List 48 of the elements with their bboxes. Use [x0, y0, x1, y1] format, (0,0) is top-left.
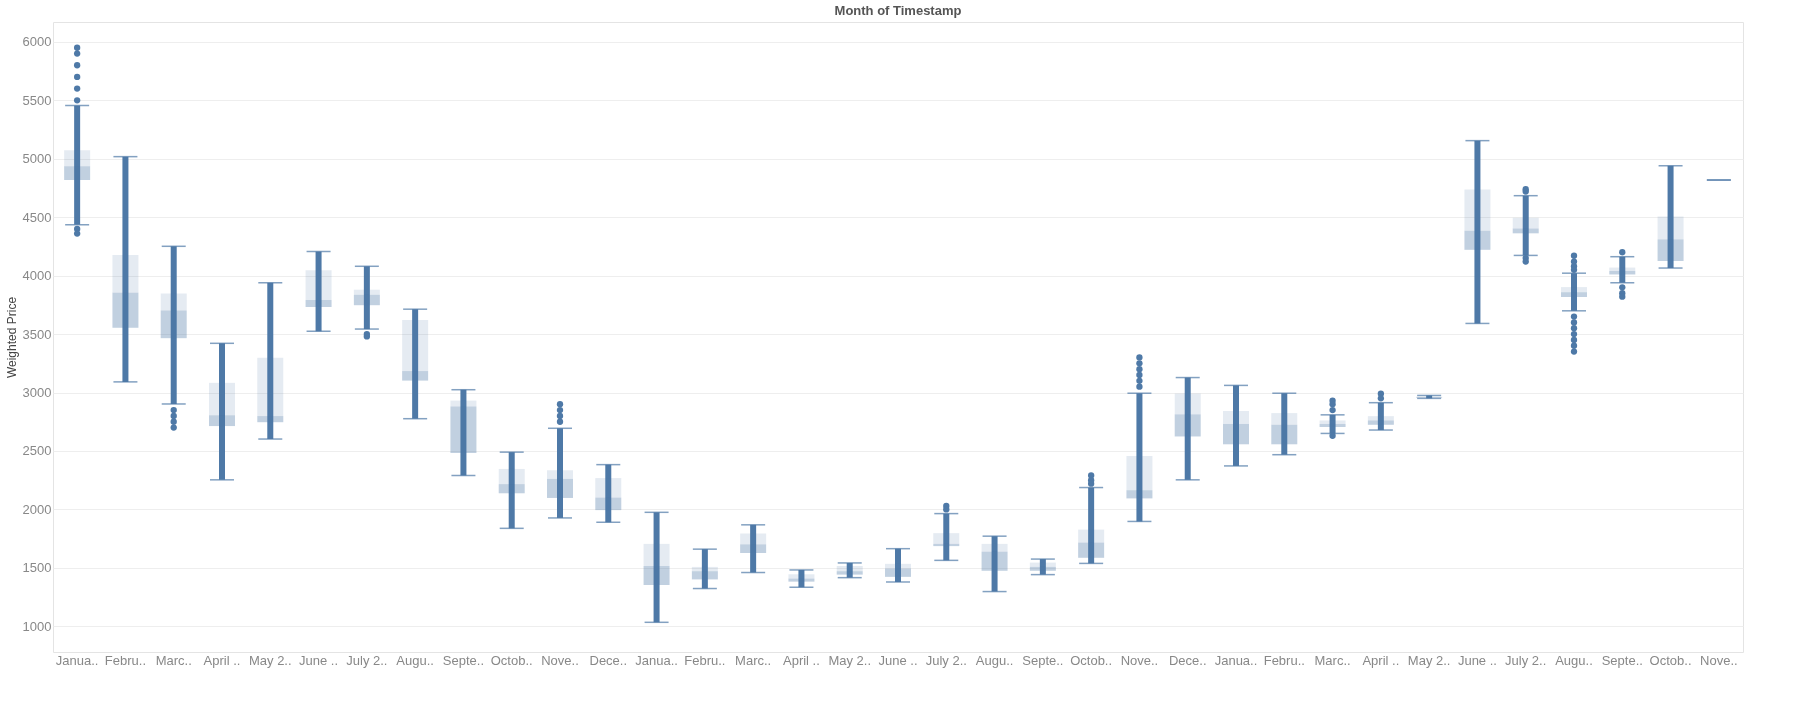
x-tick-label: Marc..	[735, 652, 772, 668]
x-tick-label: Febru..	[104, 652, 147, 668]
x-tick-label: Dece..	[1168, 652, 1207, 668]
x-tick-label: Janua..	[635, 652, 678, 668]
x-tick-label: May 2..	[828, 652, 872, 668]
x-tick-label: Nove..	[1700, 652, 1738, 668]
x-tick-label: June ..	[299, 652, 339, 668]
x-tick-label: Augu..	[396, 652, 434, 668]
x-tick-label: Octob..	[490, 652, 533, 668]
y-tick-label: 3500	[22, 326, 52, 342]
x-tick-label: Janua..	[1214, 652, 1258, 668]
y-tick-label: 2500	[22, 443, 52, 459]
x-tick-label: July 2..	[346, 652, 388, 668]
x-tick-label: April ..	[783, 652, 820, 668]
x-tick-label: Marc..	[155, 652, 192, 668]
y-tick-label: 4000	[22, 268, 52, 284]
x-tick-label: Marc..	[1314, 652, 1351, 668]
y-tick-label: 1500	[22, 560, 52, 576]
y-tick-label: 4500	[22, 209, 52, 225]
x-tick-label: Febru..	[1263, 652, 1305, 668]
y-tick-label: 5000	[22, 151, 52, 167]
y-axis-title: Weighted Price	[4, 296, 19, 379]
y-tick-label: 2000	[22, 501, 52, 517]
x-tick-label: June ..	[1457, 652, 1497, 668]
x-tick-label: Octob..	[1070, 652, 1113, 668]
x-tick-label: Augu..	[975, 652, 1014, 668]
x-tick-label: Octob..	[1649, 652, 1692, 668]
y-tick-label: 1000	[22, 618, 52, 634]
y-tick-label: 5500	[22, 92, 52, 108]
y-tick-label: 3000	[22, 385, 52, 401]
x-tick-label: June ..	[878, 652, 918, 668]
x-tick-label: Janua..	[55, 652, 99, 668]
x-tick-label: April ..	[1362, 652, 1400, 668]
x-tick-label: May 2..	[1407, 652, 1451, 668]
x-axis-title: Month of Timestamp	[834, 3, 962, 18]
x-tick-label: May 2..	[248, 652, 292, 668]
x-tick-label: April ..	[203, 652, 241, 668]
x-tick-label: Dece..	[589, 652, 628, 668]
x-tick-label: Augu..	[1555, 652, 1593, 668]
x-tick-label: July 2..	[925, 652, 967, 668]
x-tick-label: Septe..	[442, 652, 485, 668]
x-tick-label: Septe..	[1022, 652, 1064, 668]
x-tick-label: Febru..	[684, 652, 726, 668]
y-tick-label: 6000	[22, 34, 52, 50]
x-tick-label: Nove..	[541, 652, 579, 668]
x-tick-label: July 2..	[1505, 652, 1547, 668]
x-tick-label: Nove..	[1120, 652, 1159, 668]
x-tick-label: Septe..	[1601, 652, 1643, 668]
